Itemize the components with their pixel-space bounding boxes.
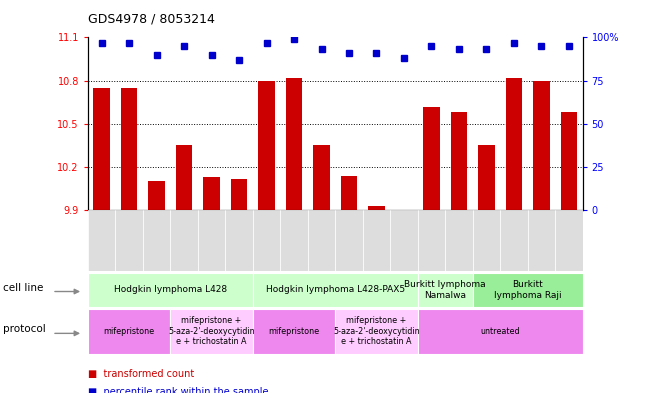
Bar — [561, 112, 577, 210]
Bar — [450, 112, 467, 210]
Text: Burkitt lymphoma
Namalwa: Burkitt lymphoma Namalwa — [404, 280, 486, 299]
Bar — [390, 210, 418, 271]
Bar — [423, 107, 439, 210]
Bar — [198, 210, 225, 271]
Bar — [148, 182, 165, 210]
Bar — [115, 210, 143, 271]
Text: ■  percentile rank within the sample: ■ percentile rank within the sample — [88, 387, 268, 393]
Text: protocol: protocol — [3, 324, 46, 334]
Bar — [473, 210, 500, 271]
Text: ■  transformed count: ■ transformed count — [88, 369, 194, 379]
Bar — [286, 78, 302, 210]
Bar — [335, 210, 363, 271]
Bar — [121, 88, 137, 210]
Text: GDS4978 / 8053214: GDS4978 / 8053214 — [88, 13, 215, 26]
Bar — [93, 88, 110, 210]
Bar — [363, 210, 390, 271]
Bar — [308, 210, 335, 271]
Bar — [418, 309, 583, 354]
Bar — [171, 309, 253, 354]
Text: Hodgkin lymphoma L428: Hodgkin lymphoma L428 — [114, 285, 227, 294]
Bar — [281, 210, 308, 271]
Bar — [253, 210, 281, 271]
Text: cell line: cell line — [3, 283, 44, 293]
Bar — [335, 309, 418, 354]
Text: mifepristone +
5-aza-2'-deoxycytidin
e + trichostatin A: mifepristone + 5-aza-2'-deoxycytidin e +… — [333, 316, 420, 346]
Bar — [253, 309, 335, 354]
Bar — [231, 178, 247, 210]
Bar — [506, 78, 522, 210]
Text: untreated: untreated — [480, 327, 520, 336]
Bar — [528, 210, 555, 271]
Text: mifepristone +
5-aza-2'-deoxycytidin
e + trichostatin A: mifepristone + 5-aza-2'-deoxycytidin e +… — [168, 316, 255, 346]
Bar — [176, 145, 192, 210]
Bar — [533, 81, 549, 210]
Text: mifepristone: mifepristone — [104, 327, 155, 336]
Bar — [418, 210, 445, 271]
Bar — [258, 81, 275, 210]
Bar — [555, 210, 583, 271]
Bar — [225, 210, 253, 271]
Bar — [313, 145, 330, 210]
Bar — [340, 176, 357, 210]
Bar — [88, 273, 253, 307]
Text: mifepristone: mifepristone — [268, 327, 320, 336]
Bar — [88, 309, 171, 354]
Bar — [171, 210, 198, 271]
Text: Hodgkin lymphoma L428-PAX5: Hodgkin lymphoma L428-PAX5 — [266, 285, 405, 294]
Bar — [368, 206, 385, 210]
Bar — [445, 210, 473, 271]
Bar — [478, 145, 495, 210]
Text: Burkitt
lymphoma Raji: Burkitt lymphoma Raji — [494, 280, 561, 299]
Bar — [143, 210, 171, 271]
Bar — [500, 210, 528, 271]
Bar — [203, 177, 220, 210]
Bar — [253, 273, 418, 307]
Bar — [88, 210, 115, 271]
Bar — [473, 273, 583, 307]
Bar — [418, 273, 473, 307]
